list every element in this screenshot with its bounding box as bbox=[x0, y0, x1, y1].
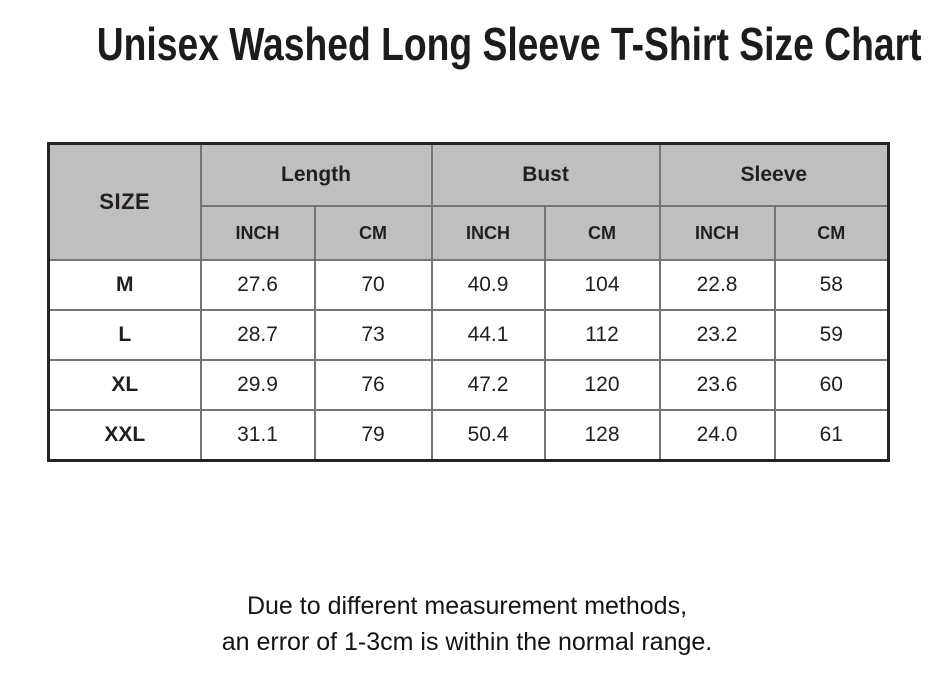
unit-header-length-inch: INCH bbox=[199, 205, 316, 261]
table-row-xl: XL 29.9 76 47.2 120 23.6 60 bbox=[47, 359, 890, 411]
unit-header-bust-inch: INCH bbox=[430, 205, 546, 261]
measurement-cell: 61 bbox=[773, 409, 890, 461]
measurement-cell: 73 bbox=[313, 309, 433, 361]
size-cell: XL bbox=[47, 359, 202, 411]
size-cell: L bbox=[47, 309, 202, 361]
measurement-cell: 104 bbox=[543, 259, 661, 311]
measurement-cell: 23.6 bbox=[658, 359, 776, 411]
size-chart-table: SIZE Length Bust Sleeve INCH CM INCH CM … bbox=[47, 142, 891, 462]
table-row-m: M 27.6 70 40.9 104 22.8 58 bbox=[47, 259, 890, 311]
measurement-cell: 50.4 bbox=[430, 409, 546, 461]
measurement-cell: 28.7 bbox=[199, 309, 316, 361]
measurement-cell: 58 bbox=[773, 259, 890, 311]
size-cell: XXL bbox=[47, 409, 202, 461]
measurement-cell: 70 bbox=[313, 259, 433, 311]
unit-header-sleeve-cm: CM bbox=[773, 205, 890, 261]
footnote-line-2: an error of 1-3cm is within the normal r… bbox=[221, 628, 713, 656]
footnote-line-1: Due to different measurement methods, bbox=[246, 592, 688, 620]
group-header-bust: Bust bbox=[430, 142, 661, 207]
unit-header-length-cm: CM bbox=[313, 205, 433, 261]
measurement-cell: 76 bbox=[313, 359, 433, 411]
size-cell: M bbox=[47, 259, 202, 311]
measurement-cell: 44.1 bbox=[430, 309, 546, 361]
measurement-cell: 23.2 bbox=[658, 309, 776, 361]
group-header-sleeve: Sleeve bbox=[658, 142, 890, 207]
unit-header-bust-cm: CM bbox=[543, 205, 661, 261]
size-column-header: SIZE bbox=[47, 142, 202, 261]
measurement-cell: 60 bbox=[773, 359, 890, 411]
table-header-unit-row: INCH CM INCH CM INCH CM bbox=[49, 205, 890, 261]
measurement-cell: 79 bbox=[313, 409, 433, 461]
table-header-group-row: SIZE Length Bust Sleeve bbox=[47, 142, 890, 261]
page-title-text: Unisex Washed Long Sleeve T-Shirt Size C… bbox=[96, 18, 922, 70]
measurement-cell: 120 bbox=[543, 359, 661, 411]
measurement-cell: 112 bbox=[543, 309, 661, 361]
measurement-cell: 24.0 bbox=[658, 409, 776, 461]
measurement-cell: 29.9 bbox=[199, 359, 316, 411]
group-header-length: Length bbox=[199, 142, 433, 207]
measurement-cell: 27.6 bbox=[199, 259, 316, 311]
measurement-cell: 47.2 bbox=[430, 359, 546, 411]
measurement-cell: 31.1 bbox=[199, 409, 316, 461]
unit-header-sleeve-inch: INCH bbox=[658, 205, 776, 261]
measurement-cell: 22.8 bbox=[658, 259, 776, 311]
measurement-cell: 128 bbox=[543, 409, 661, 461]
table-row-xxl: XXL 31.1 79 50.4 128 24.0 61 bbox=[47, 409, 890, 461]
footnote: Due to different measurement methods, an… bbox=[0, 588, 934, 660]
table-row-l: L 28.7 73 44.1 112 23.2 59 bbox=[47, 309, 890, 361]
page-title: Unisex Washed Long Sleeve T-Shirt Size C… bbox=[0, 16, 934, 72]
measurement-cell: 59 bbox=[773, 309, 890, 361]
measurement-cell: 40.9 bbox=[430, 259, 546, 311]
